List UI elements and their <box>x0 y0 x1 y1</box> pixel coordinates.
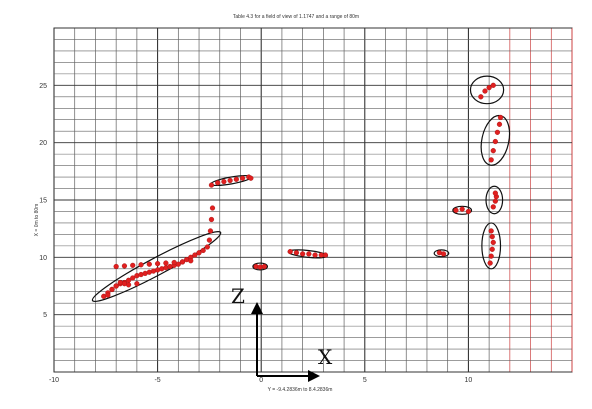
data-point <box>239 175 246 181</box>
data-point <box>465 208 472 215</box>
x-tick-label: 10 <box>465 377 473 384</box>
chart-title: Table 4.3 for a field of view of 1.1747 … <box>233 14 359 20</box>
data-point <box>496 121 503 127</box>
x-axis-label: Y = -9.4.2836m to 8.4.2836m <box>268 387 333 393</box>
data-point <box>134 281 140 287</box>
data-point <box>208 182 215 188</box>
data-point <box>192 252 198 258</box>
data-point <box>453 207 459 213</box>
data-point <box>146 261 152 267</box>
cluster-ellipse <box>469 75 505 105</box>
data-point <box>208 216 215 223</box>
data-points <box>101 82 504 299</box>
data-point <box>489 246 495 252</box>
data-point <box>138 262 144 268</box>
data-point <box>488 228 494 234</box>
data-point <box>287 249 293 255</box>
data-point <box>490 82 496 88</box>
data-point <box>130 262 136 268</box>
y-tick-label: 10 <box>39 255 47 262</box>
data-point <box>204 244 210 250</box>
data-point <box>113 263 119 270</box>
data-point <box>486 85 492 91</box>
data-point <box>206 237 213 243</box>
data-point <box>494 129 501 135</box>
data-point <box>125 282 132 288</box>
data-point <box>233 176 239 182</box>
data-point <box>221 179 227 185</box>
data-point <box>293 250 300 256</box>
x-tick-label: -10 <box>49 377 59 384</box>
data-point <box>492 138 498 145</box>
data-point <box>490 148 496 154</box>
x-arrow-head <box>308 370 320 382</box>
data-point <box>248 175 254 181</box>
data-point <box>109 286 115 293</box>
data-point <box>113 283 119 289</box>
data-point <box>163 260 169 266</box>
y-tick-label: 25 <box>39 83 47 90</box>
data-point <box>489 234 495 240</box>
cluster-ellipse <box>485 185 504 215</box>
data-point <box>105 292 111 298</box>
data-point <box>490 204 496 210</box>
y-tick-label: 20 <box>39 140 47 147</box>
data-point <box>155 261 161 267</box>
data-point <box>322 252 329 258</box>
data-point <box>497 114 504 121</box>
data-point <box>209 205 216 211</box>
y-axis-label: X = 0m to 80m <box>34 204 40 237</box>
z-arrow-head <box>251 302 263 314</box>
data-point <box>261 263 267 270</box>
z-annotation: Z <box>231 284 245 308</box>
y-tick-label: 5 <box>43 312 47 319</box>
y-tick-labels: 5 10 15 20 25 <box>39 83 47 319</box>
data-point <box>188 258 194 264</box>
data-point <box>482 88 488 94</box>
cluster-ellipse <box>91 231 222 302</box>
data-point <box>121 263 128 269</box>
cluster-ellipse <box>433 249 450 258</box>
data-point <box>312 252 318 258</box>
data-point <box>487 260 493 266</box>
data-point <box>196 250 202 256</box>
data-point <box>179 259 186 265</box>
data-point <box>492 190 498 196</box>
data-point <box>300 251 306 257</box>
cluster-ellipse <box>252 262 269 271</box>
data-point <box>306 251 312 257</box>
data-point <box>488 253 494 259</box>
x-annotation: X <box>318 345 333 369</box>
data-point <box>459 206 465 212</box>
data-point <box>488 157 494 163</box>
data-point <box>478 94 484 100</box>
axis-indicator: Z X <box>231 284 333 382</box>
x-tick-labels: -10 -5 0 5 10 <box>49 377 472 384</box>
data-point <box>207 228 214 234</box>
x-tick-label: -5 <box>154 377 160 384</box>
cluster-ellipse <box>452 205 473 215</box>
data-point <box>200 247 206 254</box>
x-tick-label: 0 <box>259 377 263 384</box>
data-point <box>227 177 233 184</box>
data-point <box>171 259 177 266</box>
data-point <box>440 251 447 257</box>
data-point <box>490 239 496 246</box>
cluster-ellipse <box>481 222 502 270</box>
data-point <box>492 198 498 204</box>
x-tick-label: 5 <box>363 377 367 384</box>
data-point <box>130 275 136 281</box>
data-point <box>215 180 221 186</box>
y-tick-label: 15 <box>39 198 47 205</box>
